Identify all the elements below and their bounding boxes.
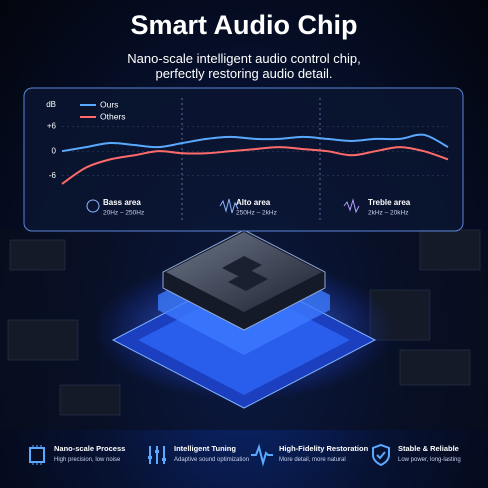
feature-title: Stable & Reliable xyxy=(398,444,459,453)
icon xyxy=(148,446,166,464)
icon xyxy=(251,443,273,467)
chart-panel xyxy=(23,87,464,232)
band-name: Bass area xyxy=(103,198,141,207)
feature-title: Intelligent Tuning xyxy=(174,444,236,453)
legend-label: Ours xyxy=(100,99,118,109)
y-tick-label: 0 xyxy=(52,146,57,155)
icon xyxy=(86,199,100,213)
feature-title: Nano-scale Process xyxy=(54,444,126,453)
band-range: 2kHz – 20kHz xyxy=(368,210,408,217)
band-range: 250Hz – 2kHz xyxy=(236,210,277,217)
feature-desc: More detail, more natural xyxy=(279,457,346,463)
series-line xyxy=(61,133,449,153)
y-tick-label: -6 xyxy=(49,171,57,180)
y-axis-label: dB xyxy=(46,100,56,109)
subtitle: Nano-scale intelligent audio control chi… xyxy=(127,51,361,66)
icon xyxy=(219,198,239,214)
band-range: 20Hz – 250Hz xyxy=(103,210,144,217)
feature-title: High-Fidelity Restoration xyxy=(279,444,369,453)
feature-desc: Low power, long-lasting xyxy=(398,457,461,463)
series-line xyxy=(61,146,449,185)
subtitle: perfectly restoring audio detail. xyxy=(155,66,333,81)
icon xyxy=(29,445,45,465)
feature-desc: High precision, low noise xyxy=(54,457,121,463)
icon xyxy=(343,198,360,214)
band-name: Treble area xyxy=(368,198,411,207)
title: Smart Audio Chip xyxy=(130,10,358,40)
legend-label: Others xyxy=(100,111,126,121)
chart: dB +6 0 -6 Ours Others Bass area 20Hz – 250Hz A… xyxy=(23,87,464,232)
feature-desc: Adaptive sound optimization xyxy=(174,457,250,463)
icon xyxy=(372,443,390,467)
y-tick-label: +6 xyxy=(47,122,57,131)
band-name: Alto area xyxy=(236,198,271,207)
